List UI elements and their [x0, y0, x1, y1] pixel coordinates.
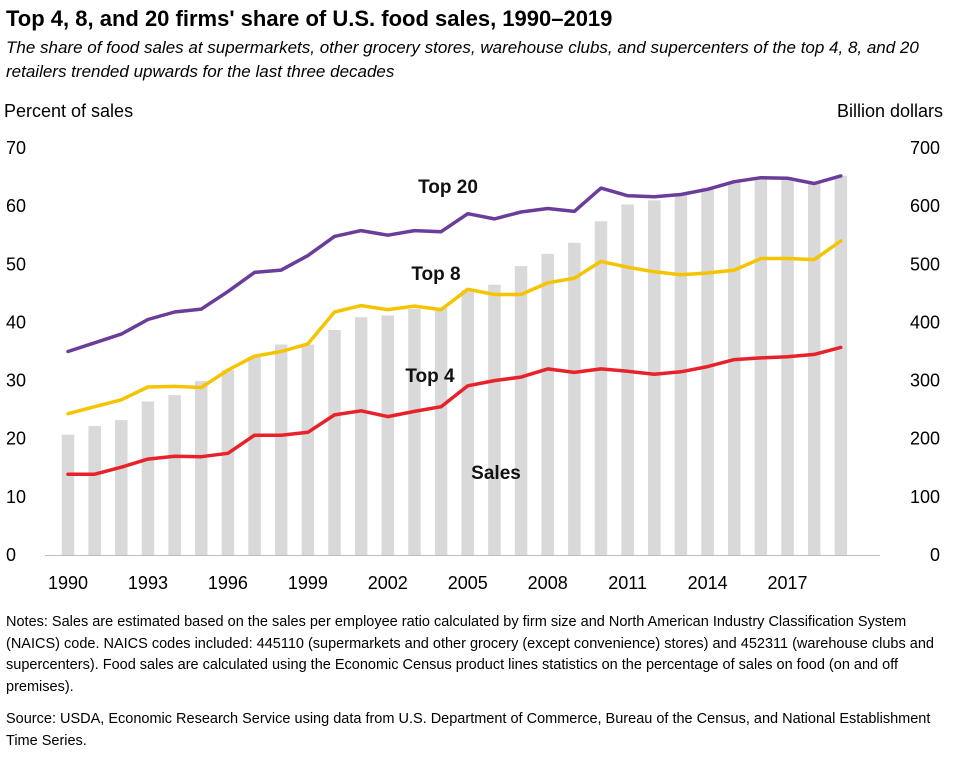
chart: 0102030405060700100200300400500600700199…	[6, 138, 940, 593]
top-20-label: Top 20	[418, 177, 478, 198]
right-y-tick-label: 500	[910, 254, 940, 274]
source-note: Source: USDA, Economic Research Service …	[6, 711, 931, 749]
x-tick-label: 2011	[608, 573, 647, 593]
sales-bar	[61, 434, 75, 555]
top-4-line	[66, 345, 843, 476]
left-y-tick-label: 0	[6, 545, 16, 565]
left-y-tick-label: 50	[6, 254, 26, 274]
right-y-tick-label: 200	[910, 429, 940, 449]
sales-bar	[274, 344, 288, 555]
sales-bar	[568, 242, 581, 555]
sales-bar	[648, 200, 661, 555]
sales-bar	[354, 317, 368, 555]
sales-bar	[541, 253, 554, 555]
sales-bar	[514, 266, 528, 555]
sales-bar	[248, 356, 261, 555]
sales-bar	[754, 178, 768, 555]
sales-bar	[115, 420, 128, 555]
sales-bar	[461, 289, 474, 555]
sales-bar	[807, 181, 821, 556]
right-y-tick-label: 300	[910, 371, 940, 391]
x-tick-label: 1993	[128, 573, 168, 593]
x-tick-label: 1990	[48, 573, 88, 593]
left-axis-title: Percent of sales	[4, 101, 134, 121]
sales-bar	[221, 370, 235, 555]
left-y-tick-label: 20	[6, 429, 26, 449]
right-y-tick-label: 600	[910, 196, 940, 216]
sales-bar	[674, 193, 688, 555]
chart-subtitle: The share of food sales at supermarkets,…	[6, 38, 919, 81]
sales-bar	[168, 395, 181, 555]
x-tick-label: 2008	[528, 573, 568, 593]
top-8-label: Top 8	[411, 264, 460, 285]
sales-bar	[434, 307, 448, 555]
sales-bar	[728, 182, 741, 555]
right-y-tick-label: 400	[910, 312, 940, 332]
x-tick-label: 2017	[768, 573, 808, 593]
right-y-tick-label: 100	[910, 487, 940, 507]
top-8-line	[66, 239, 843, 416]
sales-bar	[701, 187, 714, 555]
left-y-tick-label: 30	[6, 371, 26, 391]
sales-bar	[301, 344, 315, 555]
left-y-tick-label: 70	[6, 138, 26, 158]
sales-bar	[381, 315, 395, 555]
x-tick-label: 1999	[288, 573, 328, 593]
left-y-tick-label: 40	[6, 312, 26, 332]
sales-bar	[141, 401, 155, 555]
sales-bar	[834, 175, 848, 555]
sales-bar	[621, 204, 634, 556]
right-y-tick-label: 0	[930, 545, 940, 565]
x-tick-label: 1996	[208, 573, 248, 593]
right-axis-title: Billion dollars	[836, 101, 943, 121]
sales-bar	[88, 425, 101, 555]
x-tick-label: 2014	[688, 573, 728, 593]
sales-bar	[195, 381, 208, 555]
sales-bar	[594, 221, 608, 555]
top-4-label: Top 4	[405, 366, 455, 387]
x-tick-label: 2005	[448, 573, 488, 593]
right-y-tick-label: 700	[910, 138, 940, 158]
sales-bar	[781, 178, 794, 555]
x-tick-label: 2002	[368, 573, 408, 593]
left-y-tick-label: 60	[6, 196, 26, 216]
notes: Notes: Sales are estimated based on the …	[6, 614, 934, 695]
sales-bar	[408, 309, 421, 555]
sales-bar	[328, 329, 341, 555]
sales-label: Sales	[471, 463, 521, 484]
chart-title: Top 4, 8, and 20 firms' share of U.S. fo…	[6, 6, 613, 31]
left-y-tick-label: 10	[6, 487, 26, 507]
top-20-line	[66, 174, 843, 354]
sales-bar	[488, 284, 501, 555]
